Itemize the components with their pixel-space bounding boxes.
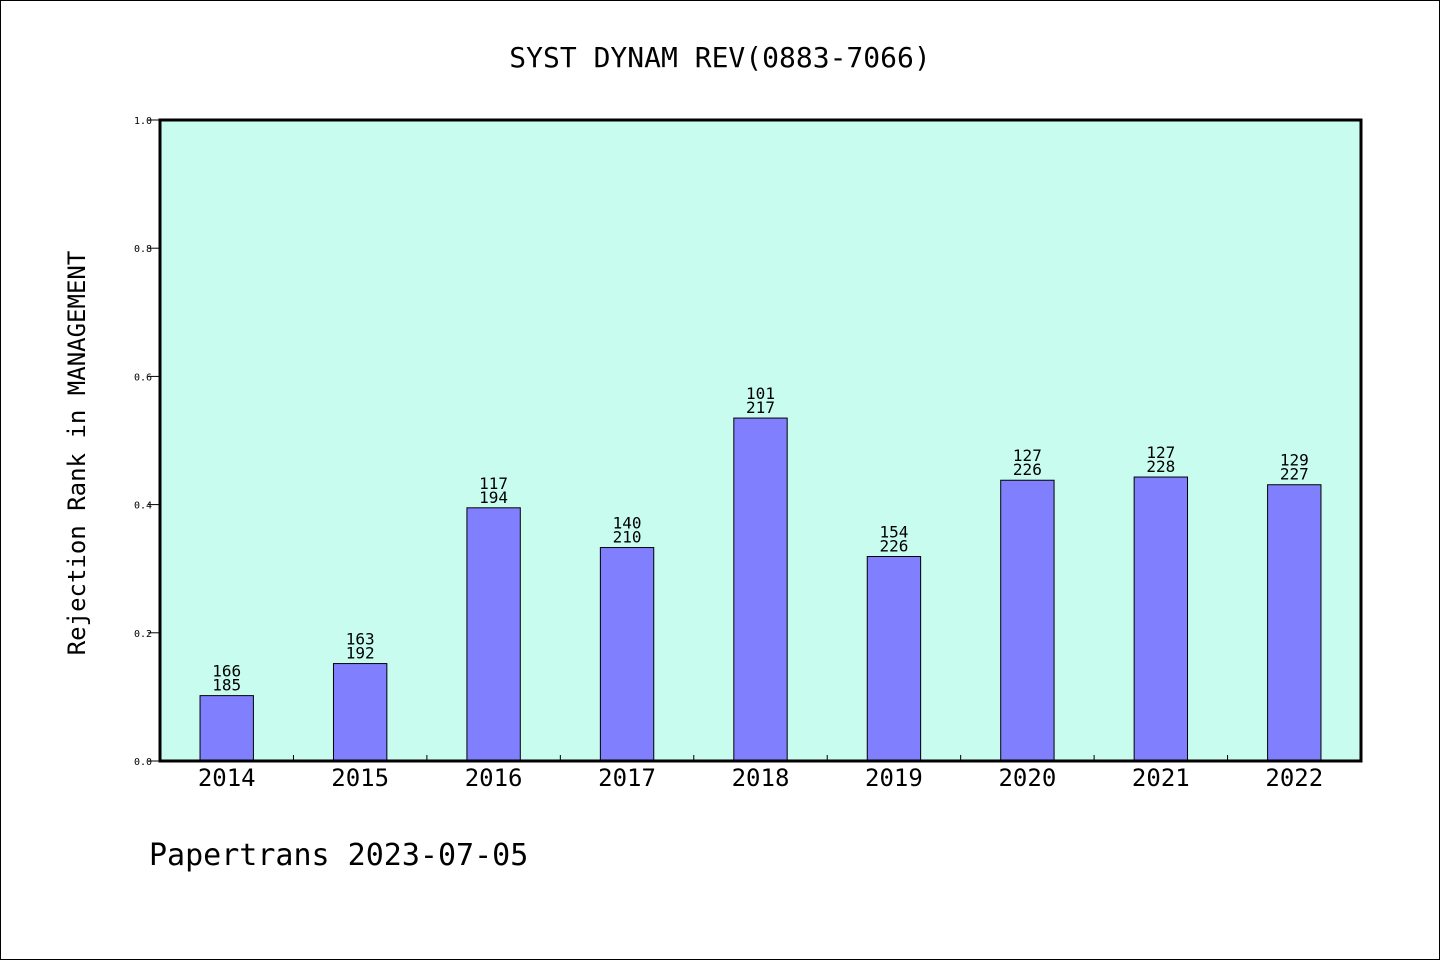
- bar-label-bottom: 228: [1146, 457, 1175, 476]
- bar-label-bottom: 226: [879, 537, 908, 556]
- bar: [199, 695, 254, 762]
- bar-label-top: 163: [346, 630, 375, 649]
- plot-border: [158, 118, 1363, 763]
- y-axis: 0.0 0.2 0.4 0.6 0.8 1.0: [134, 116, 160, 768]
- bar-label-top: 140: [613, 514, 642, 533]
- x-tick-label: 2021: [1132, 764, 1190, 792]
- bar-label-bottom: 227: [1280, 465, 1309, 484]
- bar-label-top: 127: [1013, 446, 1042, 465]
- y-tick-label: 0.8: [134, 244, 152, 255]
- bar-label-top: 166: [212, 662, 241, 681]
- bar-series: [199, 417, 1322, 762]
- bar-label-bottom: 226: [1013, 460, 1042, 479]
- y-tick-label: 0.0: [134, 757, 152, 768]
- bar: [1133, 476, 1189, 762]
- bar: [599, 547, 655, 762]
- x-tick-label: 2018: [732, 764, 790, 792]
- bar-label-bottom: 210: [613, 528, 642, 547]
- x-tick-label: 2015: [331, 764, 389, 792]
- x-tick-label: 2016: [465, 764, 523, 792]
- bar-label-bottom: 217: [746, 398, 775, 417]
- bar: [332, 663, 388, 762]
- bar-label-bottom: 194: [479, 488, 508, 507]
- footer-text: Papertrans 2023-07-05: [149, 838, 528, 873]
- x-tick-label: 2022: [1265, 764, 1323, 792]
- y-tick-label: 0.6: [134, 372, 152, 383]
- bar-label-top: 117: [479, 474, 508, 493]
- x-tick-label: 2014: [198, 764, 256, 792]
- y-tick-label: 1.0: [134, 116, 152, 127]
- bar: [733, 417, 788, 762]
- y-tick-label: 0.4: [134, 501, 152, 512]
- x-tick-label: 2017: [598, 764, 656, 792]
- x-axis: 2014 2015 2016 2017 2018 2019 2020 2021 2022: [198, 755, 1323, 792]
- bar: [1267, 484, 1322, 762]
- y-axis-label: Rejection Rank in MANAGEMENT: [63, 251, 91, 656]
- bar-label-top: 129: [1280, 451, 1309, 470]
- bar-label-bottom: 185: [212, 676, 241, 695]
- bar-label-bottom: 192: [346, 644, 375, 663]
- bar: [1000, 479, 1055, 762]
- bar: [466, 507, 521, 762]
- bar: [866, 556, 922, 762]
- bar-label-top: 154: [879, 523, 908, 542]
- bar-label-top: 127: [1146, 443, 1175, 462]
- x-tick-label: 2020: [998, 764, 1056, 792]
- x-tick-label: 2019: [865, 764, 923, 792]
- chart-title: SYST DYNAM REV(0883-7066): [509, 41, 930, 74]
- bar-labels: 1661851631921171941402101012171542261272…: [212, 384, 1308, 695]
- bar-label-top: 101: [746, 384, 775, 403]
- y-tick-label: 0.2: [134, 629, 152, 640]
